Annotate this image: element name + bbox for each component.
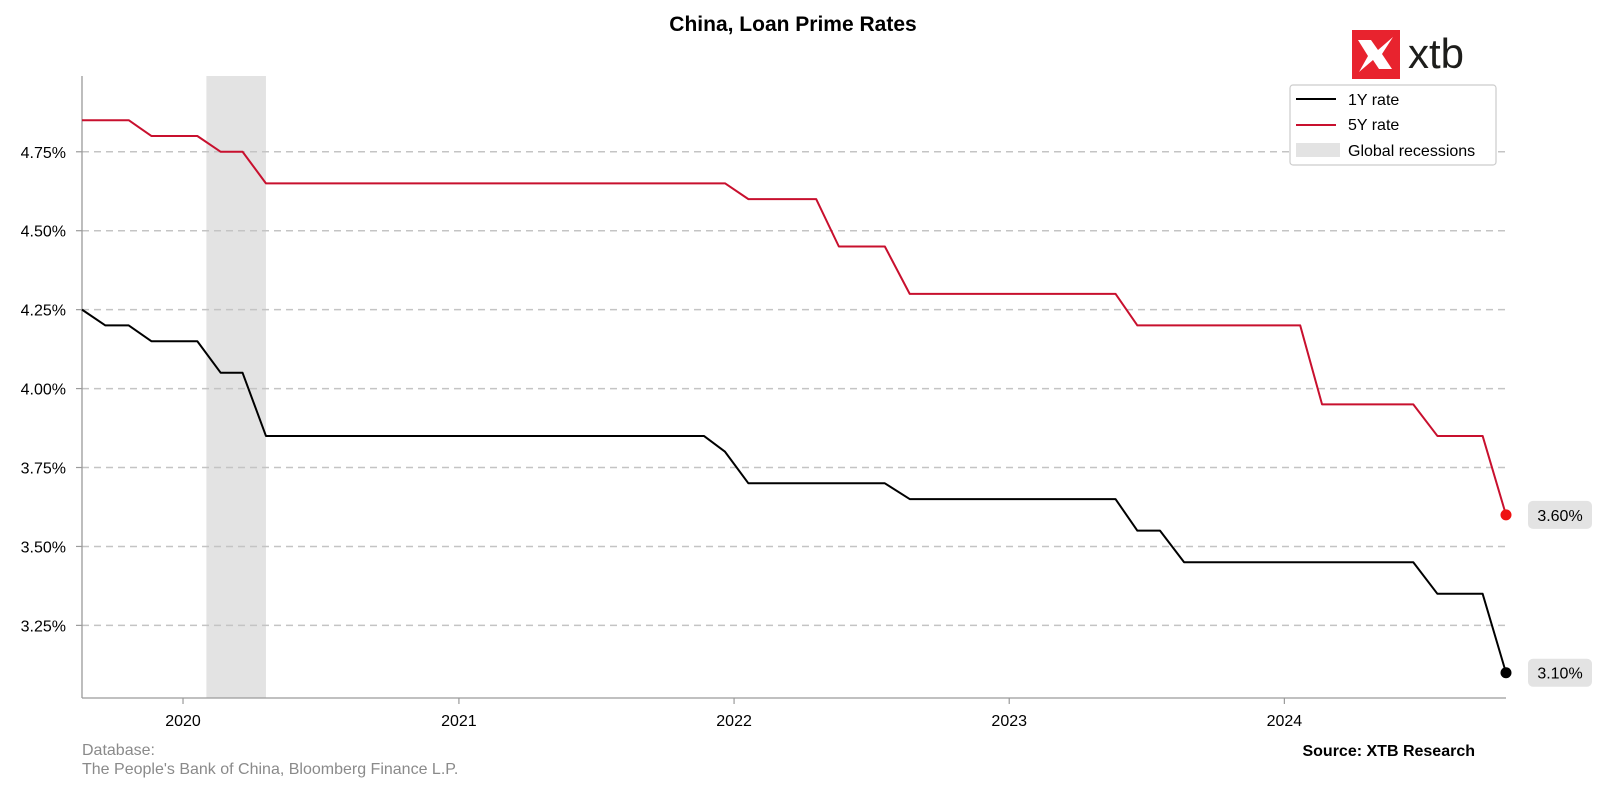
end-label-box: [1528, 500, 1592, 529]
gridlines: [82, 151, 1506, 627]
x-axis-ticks: 2020 2021 2022 2023 2024: [165, 698, 1302, 730]
axes: [81, 76, 1506, 699]
xtb-logo-text: xtb: [1408, 30, 1464, 77]
series-lines: [81, 119, 1512, 679]
y-tick-label: 3.75%: [21, 461, 66, 478]
legend-label-recessions: Global recessions: [1348, 143, 1475, 160]
series-line-5y: [82, 119, 1507, 516]
y-tick-label: 4.25%: [21, 303, 66, 320]
end-point-marker: [1500, 509, 1512, 521]
database-sources: The People's Bank of China, Bloomberg Fi…: [82, 761, 459, 778]
x-tick-label: 2023: [991, 713, 1027, 730]
recession-bands: [206, 76, 266, 698]
footer-database: Database: The People's Bank of China, Bl…: [82, 741, 458, 779]
legend-swatch-recessions: [1296, 143, 1340, 157]
legend-label-5y: 5Y rate: [1348, 117, 1399, 134]
end-label-box: [1528, 658, 1592, 687]
xtb-logo-x-glyph: [1358, 37, 1393, 72]
series-line-1y: [81, 308, 1507, 674]
x-tick-label: 2024: [1267, 713, 1303, 730]
y-tick-label: 4.50%: [21, 224, 66, 241]
x-tick-label: 2020: [165, 713, 201, 730]
y-tick-label: 3.50%: [21, 539, 66, 556]
y-tick-label: 4.75%: [21, 145, 66, 162]
x-tick-label: 2021: [441, 713, 477, 730]
end-point-marker: [1500, 667, 1512, 679]
chart-title: China, Loan Prime Rates: [669, 13, 916, 36]
legend-label-1y: 1Y rate: [1348, 92, 1399, 109]
y-tick-label: 3.25%: [21, 618, 66, 635]
y-axis-ticks: 3.25% 3.50% 3.75% 4.00% 4.25% 4.50% 4.75%: [21, 145, 82, 635]
database-label: Database:: [82, 742, 155, 759]
xtb-logo: xtb: [1352, 30, 1464, 79]
legend: 1Y rate 5Y rate Global recessions: [1289, 84, 1497, 166]
footer-source: Source: XTB Research: [1302, 743, 1475, 760]
recession-band-0: [206, 76, 266, 698]
end-label-value: 3.60%: [1537, 508, 1582, 525]
end-labels: 3.10% 3.60%: [1528, 500, 1592, 687]
legend-frame: [1289, 84, 1497, 166]
x-tick-label: 2022: [716, 713, 752, 730]
y-tick-label: 4.00%: [21, 382, 66, 399]
end-label-value: 3.10%: [1537, 666, 1582, 683]
